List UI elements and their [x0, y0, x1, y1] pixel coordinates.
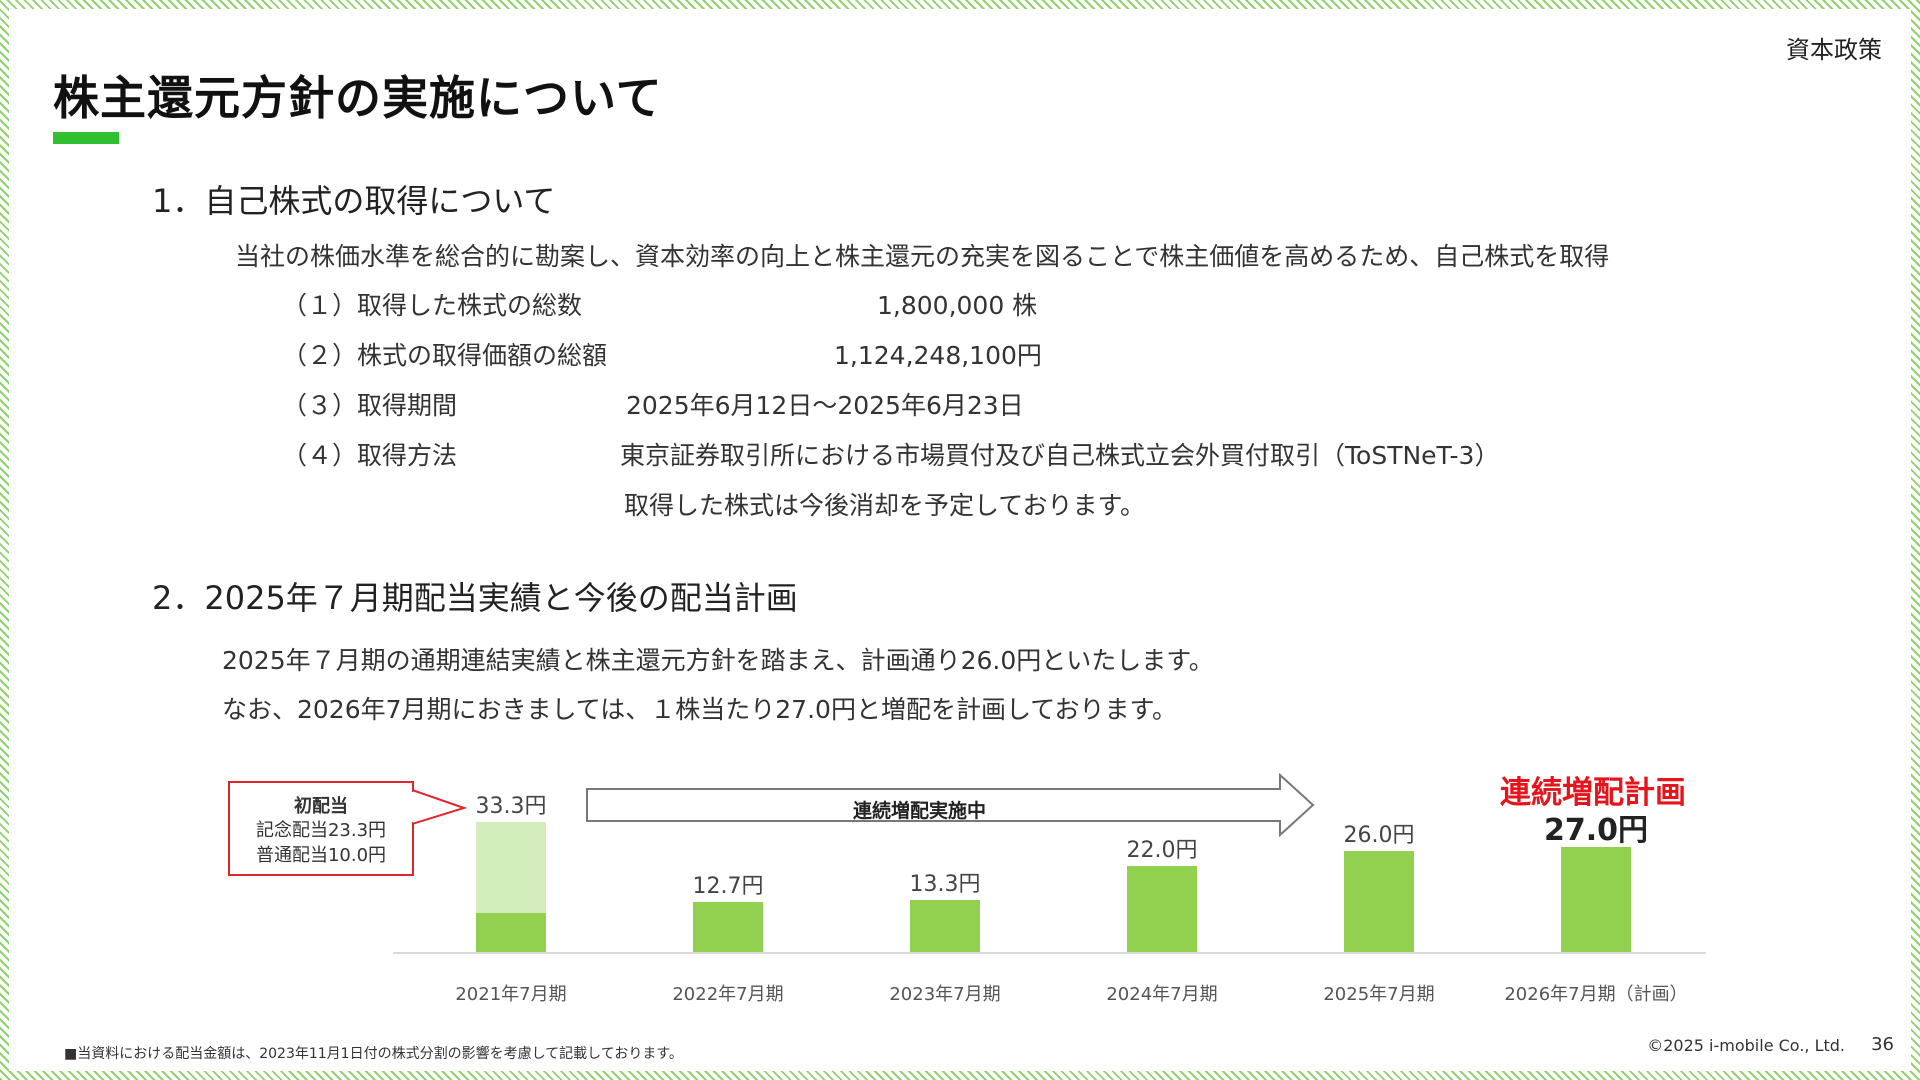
- category-label: 2025年7月期: [1323, 984, 1435, 1005]
- bar: [693, 902, 763, 952]
- bar: [910, 900, 980, 952]
- item-value: 1,800,000 株: [877, 291, 1038, 320]
- item-value: 1,124,248,100円: [834, 341, 1042, 370]
- category-label: 2024年7月期: [1106, 984, 1218, 1005]
- bar-value-label: 27.0円: [1543, 812, 1649, 848]
- item-value: 2025年6月12日～2025年6月23日: [626, 391, 1024, 420]
- bar-value-label: 22.0円: [1126, 838, 1198, 864]
- callout-line2: 普通配当10.0円: [255, 845, 387, 866]
- footnote: ■当資料における配当金額は、2023年11月1日付の株式分割の影響を考慮して記載…: [64, 1046, 683, 1062]
- category-label: 2022年7月期: [672, 984, 784, 1005]
- chart-axis: [393, 952, 1706, 954]
- callout-title: 初配当: [294, 796, 348, 817]
- plan-label: 連続増配計画: [1500, 775, 1686, 811]
- arrow-label: 連続増配実施中: [853, 800, 987, 822]
- callout-pointer: [412, 788, 468, 826]
- bar-value-label: 13.3円: [909, 872, 981, 898]
- bar-value-label: 26.0円: [1343, 822, 1415, 848]
- page-number: 36: [1871, 1034, 1894, 1055]
- category-label: 2026年7月期（計画）: [1504, 984, 1688, 1005]
- bar: [1127, 866, 1197, 952]
- section2-heading: 2．2025年７月期配当実績と今後の配当計画: [152, 579, 798, 617]
- item-label: （３）取得期間: [282, 391, 458, 420]
- item-label: （１）取得した株式の総数: [282, 291, 583, 320]
- category-label: 2021年7月期: [455, 984, 567, 1005]
- category-label: 2023年7月期: [889, 984, 1001, 1005]
- item-value: 東京証券取引所における市場買付及び自己株式立会外買付取引（ToSTNeT-3）: [620, 441, 1500, 470]
- first-dividend-callout: [228, 781, 414, 876]
- section1-intro: 当社の株価水準を総合的に勘案し、資本効率の向上と株主還元の充実を図ることで株主価…: [235, 242, 1610, 271]
- bar-2021-regular: [476, 913, 546, 952]
- section2-line1: 2025年７月期の通期連結実績と株主還元方針を踏まえ、計画通り26.0円といたし…: [222, 646, 1214, 675]
- section-tag: 資本政策: [1786, 36, 1882, 64]
- page-title: 株主還元方針の実施について: [53, 71, 663, 125]
- bar: [1344, 850, 1414, 952]
- bar-value-label: 12.7円: [692, 874, 764, 900]
- section1-heading: 1．自己株式の取得について: [152, 182, 556, 220]
- item-label: （２）株式の取得価額の総額: [282, 341, 608, 370]
- bar-value-label: 33.3円: [475, 794, 547, 820]
- item-label: （４）取得方法: [282, 441, 458, 470]
- callout-line1: 記念配当23.3円: [255, 820, 387, 841]
- title-underline: [53, 132, 119, 144]
- bar: [1561, 846, 1631, 952]
- section2-line2: なお、2026年7月期におきましては、１株当たり27.0円と増配を計画しておりま…: [222, 695, 1177, 724]
- bar-2021-commemorative: [476, 822, 546, 913]
- copyright: ©2025 i-mobile Co., Ltd.: [1647, 1036, 1845, 1055]
- growth-arrow: [586, 773, 1315, 837]
- section1-note: 取得した株式は今後消却を予定しております。: [624, 491, 1146, 520]
